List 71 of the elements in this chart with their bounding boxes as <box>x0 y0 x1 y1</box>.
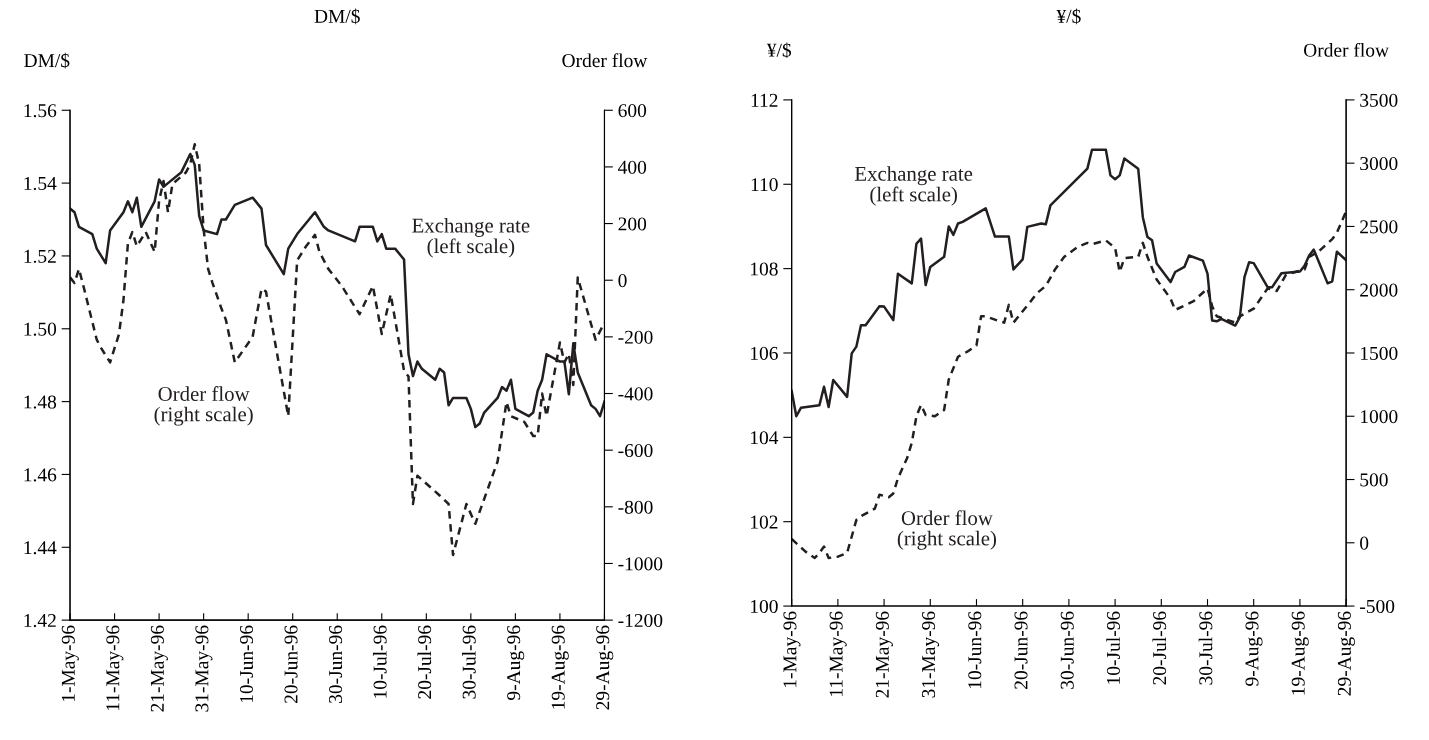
y-tick-label: 1.46 <box>24 468 57 482</box>
y2-tick-label: 3500 <box>1360 93 1398 107</box>
y-tick-label: 110 <box>751 178 778 192</box>
y2-tick-label: 3000 <box>1360 156 1398 171</box>
x-tick-label: 9-Aug-96 <box>507 625 525 700</box>
x-tick-label: 9-Aug-96 <box>1245 611 1263 686</box>
x-tick-label: 30-Jul-96 <box>462 625 476 699</box>
x-tick-label: 31-May-96 <box>195 625 213 712</box>
series-label: Order flow (right scale) <box>154 386 253 426</box>
x-tick-label: 1-May-96 <box>61 625 79 702</box>
x-tick-label: 30-Jun-96 <box>1060 611 1074 689</box>
y-tick-label: 112 <box>751 93 778 107</box>
y-tick-label: 1.56 <box>24 104 57 118</box>
x-tick-label: 29-Aug-96 <box>596 625 614 710</box>
y-tick-label: 1.54 <box>24 177 57 191</box>
y2-tick-label: 2500 <box>1360 220 1398 234</box>
y2-axis-title: Order flow <box>562 53 648 68</box>
x-tick-label: 19-Aug-96 <box>551 625 569 709</box>
x-tick-label: 11-May-96 <box>829 611 847 696</box>
y2-tick-label: -1000 <box>618 557 663 571</box>
x-tick-label: 29-Aug-96 <box>1337 611 1355 696</box>
y2-tick-label: -800 <box>618 500 653 514</box>
y2-tick-label: 2000 <box>1360 283 1398 297</box>
y-tick-label: 104 <box>751 431 779 445</box>
y2-tick-label: 500 <box>1360 473 1388 487</box>
y-tick-label: 1.48 <box>24 395 57 409</box>
y-tick-label: 1.52 <box>24 249 56 263</box>
series-label: Exchange rate (left scale) <box>412 217 530 258</box>
y2-tick-label: 200 <box>618 217 647 231</box>
x-tick-label: 21-May-96 <box>875 611 893 698</box>
y2-tick-label: 0 <box>1360 536 1369 550</box>
y2-tick-label: 600 <box>618 104 647 118</box>
y2-tick-label: -200 <box>618 330 653 344</box>
y2-tick-label: 1000 <box>1361 410 1398 424</box>
y2-tick-label: 0 <box>618 274 627 288</box>
x-tick-label: 10-Jun-96 <box>968 611 982 689</box>
x-tick-label: 31-May-96 <box>922 611 940 698</box>
x-tick-label: 30-Jun-96 <box>328 625 343 703</box>
x-tick-label: 20-Jun-96 <box>1014 611 1028 689</box>
y-tick-label: 1.44 <box>24 541 57 555</box>
y2-tick-label: -400 <box>618 387 653 401</box>
y-tick-label: 102 <box>751 515 778 529</box>
y2-tick-label: -600 <box>618 443 653 458</box>
y-tick-label: 100 <box>751 599 778 613</box>
y-tick-label: 108 <box>751 262 778 276</box>
y-axis-title: ¥/$ <box>766 42 792 59</box>
x-tick-label: 21-May-96 <box>150 625 168 712</box>
line-series <box>70 143 605 557</box>
x-tick-label: 10-Jul-96 <box>372 625 387 698</box>
y-tick-label: 1.50 <box>24 322 57 336</box>
y-tick-label: 1.42 <box>24 613 56 628</box>
y2-tick-label: 400 <box>618 160 647 174</box>
x-tick-label: 20-Jun-96 <box>284 625 298 703</box>
chart-title: ¥/$ <box>1056 8 1081 25</box>
chart-title: DM/$ <box>314 8 360 25</box>
x-tick-label: 19-Aug-96 <box>1291 611 1309 695</box>
series-label: Exchange rate (left scale) <box>854 166 973 206</box>
y-axis-title: DM/$ <box>24 52 70 69</box>
x-tick-label: 11-May-96 <box>106 625 124 711</box>
x-tick-label: 20-Jul-96 <box>417 625 432 699</box>
y2-axis-title: Order flow <box>1303 42 1389 57</box>
x-tick-label: 1-May-96 <box>783 611 801 687</box>
x-tick-label: 30-Jul-96 <box>1198 611 1213 685</box>
y2-tick-label: 1500 <box>1361 346 1398 360</box>
y-tick-label: 106 <box>751 346 778 360</box>
y2-tick-label: -1200 <box>618 613 663 628</box>
series-label: Order flow (right scale) <box>897 510 997 550</box>
x-tick-label: 10-Jul-96 <box>1106 611 1120 684</box>
x-tick-label: 20-Jul-96 <box>1152 611 1167 685</box>
x-tick-label: 10-Jun-96 <box>239 625 254 703</box>
y2-tick-label: -500 <box>1360 599 1395 613</box>
